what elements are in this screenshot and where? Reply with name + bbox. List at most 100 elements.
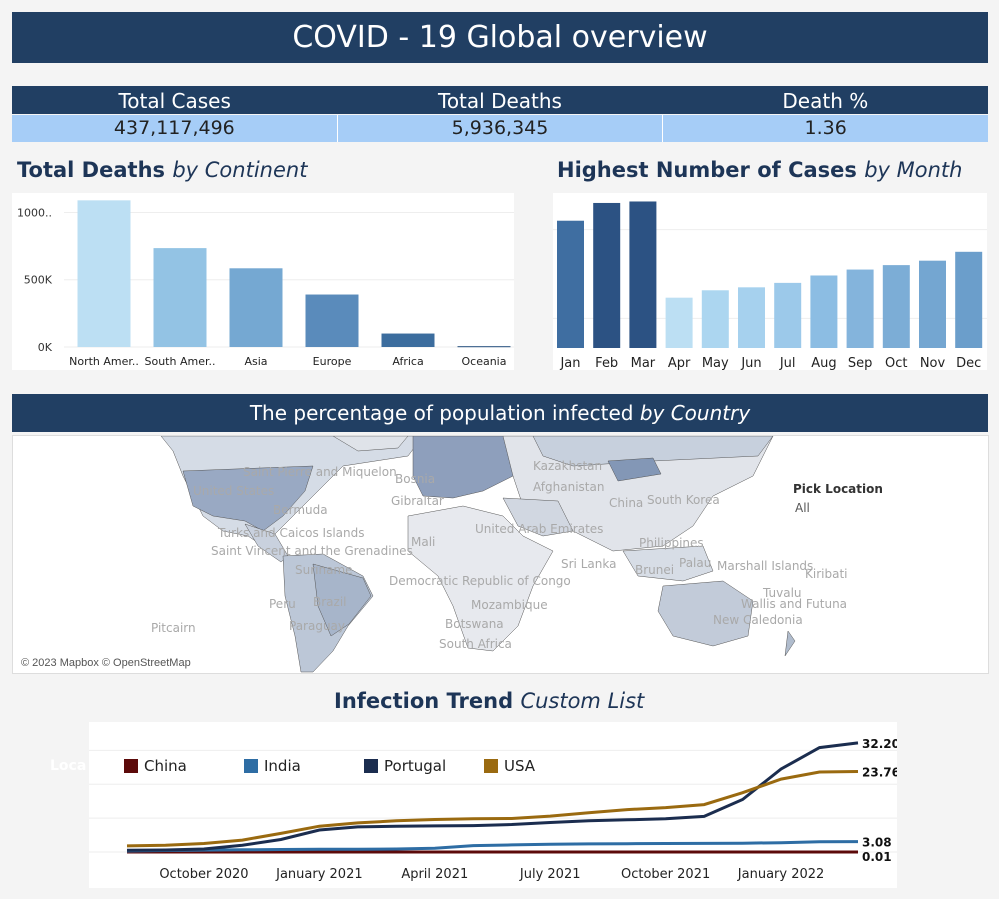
trend-end-label-usa: 23.76: [862, 765, 897, 779]
legend-item-portugal[interactable]: Portugal: [364, 757, 484, 775]
map-label-brazil: Brazil: [313, 595, 347, 609]
kpi-header-row: Total Cases Total Deaths Death %: [12, 86, 988, 114]
dashboard-title: COVID - 19 Global overview: [12, 12, 988, 63]
legend-swatch-china: [124, 759, 138, 773]
trend-line-usa: [126, 770, 859, 848]
cases-chart-panel: Jan Feb Mar Apr May Jun Jul Aug Sep Oct Nov Dec: [553, 193, 987, 371]
map-label-philippines: Philippines: [639, 536, 704, 550]
deaths-y-tick: 1000..: [17, 206, 52, 219]
cases-bar-apr: [665, 297, 693, 348]
cases-x-tick: Apr: [668, 356, 691, 370]
cases-bar-dec: [955, 251, 983, 348]
legend-item-india[interactable]: India: [244, 757, 364, 775]
deaths-bar-south-america: [153, 248, 207, 347]
deaths-title-italic: by Continent: [172, 158, 308, 182]
map-label-pitcairn: Pitcairn: [151, 621, 196, 635]
mongolia-shape[interactable]: [607, 457, 662, 482]
map-label-turks-caicos: Turks and Caicos Islands: [218, 526, 365, 540]
trend-chart-title: Infection Trend Custom List: [334, 689, 644, 713]
deaths-x-tick: Europe: [313, 355, 352, 368]
kpi-label-total-deaths: Total Deaths: [438, 89, 562, 113]
map-label-marshall-islands: Marshall Islands: [717, 559, 814, 573]
deaths-x-tick: South Amer..: [145, 355, 216, 368]
legend-item-usa[interactable]: USA: [484, 757, 604, 775]
map-section-title: The percentage of population infected by…: [12, 394, 988, 432]
australia-shape[interactable]: [657, 580, 754, 647]
cases-x-tick: Jun: [740, 356, 761, 370]
cases-bar-nov: [919, 260, 946, 348]
cases-x-tick: Dec: [956, 356, 981, 370]
legend-label-usa: USA: [504, 757, 536, 775]
cases-bar-feb: [593, 202, 621, 348]
map-label-saint-pierre: Saint Pierre and Miquelon: [243, 465, 397, 479]
cases-bar-oct: [882, 265, 910, 348]
map-label-south-korea: South Korea: [647, 493, 720, 507]
deaths-x-tick: Africa: [392, 355, 423, 368]
trend-end-label-portugal: 32.20: [862, 737, 897, 751]
cases-bar-mar: [629, 201, 657, 348]
trend-chart-panel: October 2020 January 2021 April 2021 July 2…: [89, 722, 900, 888]
legend-item-china[interactable]: China: [124, 757, 244, 775]
map-label-mali: Mali: [411, 535, 436, 549]
deaths-chart-title: Total Deaths by Continent: [17, 158, 307, 182]
deaths-x-tick: Asia: [244, 355, 267, 368]
cases-title-bold: Highest Number of Cases: [557, 158, 857, 182]
map-label-brunei: Brunei: [635, 563, 675, 577]
map-label-new-caledonia: New Caledonia: [713, 613, 803, 627]
trend-x-tick: January 2022: [737, 867, 825, 882]
map-attribution[interactable]: © 2023 Mapbox © OpenStreetMap: [21, 657, 191, 669]
map-label-afghanistan: Afghanistan: [533, 480, 605, 494]
map-label-gibraltar: Gibraltar: [391, 494, 444, 508]
trend-x-tick: April 2021: [401, 867, 468, 882]
kpi-label-total-cases: Total Cases: [118, 89, 231, 113]
trend-x-tick: October 2020: [159, 867, 248, 882]
africa-shape[interactable]: [407, 505, 554, 652]
map-label-united-states: United States: [193, 484, 275, 498]
trend-line-portugal: [126, 741, 859, 852]
map-label-paraguay: Paraguay: [289, 619, 346, 633]
map-label-suriname: Suriname: [295, 563, 353, 577]
cases-x-tick: Aug: [811, 356, 836, 370]
map-label-drc: Democratic Republic of Congo: [389, 574, 571, 588]
trend-end-label-india: 3.08: [862, 836, 892, 850]
map-label-mozambique: Mozambique: [471, 598, 548, 612]
map-title-plain: The percentage of population infected: [249, 401, 634, 425]
deaths-by-continent-chart: 0K 500K 1000.. North Amer.. South Amer.. Asia…: [17, 200, 514, 368]
map-label-tuvalu: Tuvalu: [763, 586, 802, 600]
kpi-value-death-percent: 1.36: [804, 117, 847, 139]
deaths-bar-oceania: [457, 346, 511, 348]
cases-bar-aug: [810, 275, 838, 348]
cases-by-month-chart: Jan Feb Mar Apr May Jun Jul Aug Sep Oct Nov Dec: [553, 201, 987, 371]
hidden-location-label: Loca: [50, 758, 87, 774]
greenland-shape[interactable]: [332, 436, 409, 452]
trend-line-india: [126, 840, 859, 853]
southeast-asia-shape[interactable]: [622, 545, 714, 582]
cases-x-tick: Feb: [595, 356, 618, 370]
cases-bar-may: [701, 290, 729, 348]
world-map-shapes: [160, 436, 796, 673]
pick-location-dropdown[interactable]: All: [795, 501, 810, 515]
new-zealand-shape[interactable]: [784, 630, 796, 657]
legend-swatch-usa: [484, 759, 498, 773]
kpi-label-death-percent: Death %: [782, 89, 869, 113]
map-label-kiribati: Kiribati: [805, 567, 848, 581]
cases-title-italic: by Month: [864, 158, 963, 182]
cases-x-tick: Oct: [885, 356, 907, 370]
world-map[interactable]: United States Saint Pierre and Miquelon …: [12, 435, 989, 674]
kpi-value-total-cases: 437,117,496: [12, 115, 338, 142]
map-label-south-africa: South Africa: [439, 637, 512, 651]
pick-location-label: Pick Location: [793, 482, 883, 496]
deaths-y-tick: 500K: [24, 274, 53, 287]
map-label-china: China: [609, 496, 644, 510]
cases-bar-jan: [557, 220, 584, 348]
trend-x-tick: October 2021: [621, 867, 710, 882]
deaths-bar-asia: [229, 268, 283, 347]
cases-x-tick: Jan: [559, 356, 580, 370]
cases-x-tick: May: [702, 356, 729, 370]
brazil-shape[interactable]: [312, 563, 372, 637]
trend-end-label-china: 0.01: [862, 850, 892, 864]
map-label-saint-vincent: Saint Vincent and the Grenadines: [211, 544, 413, 558]
infection-trend-chart: October 2020 January 2021 April 2021 July 2…: [89, 737, 900, 882]
middle-east-shape[interactable]: [502, 497, 574, 537]
trend-title-bold: Infection Trend: [334, 689, 514, 713]
